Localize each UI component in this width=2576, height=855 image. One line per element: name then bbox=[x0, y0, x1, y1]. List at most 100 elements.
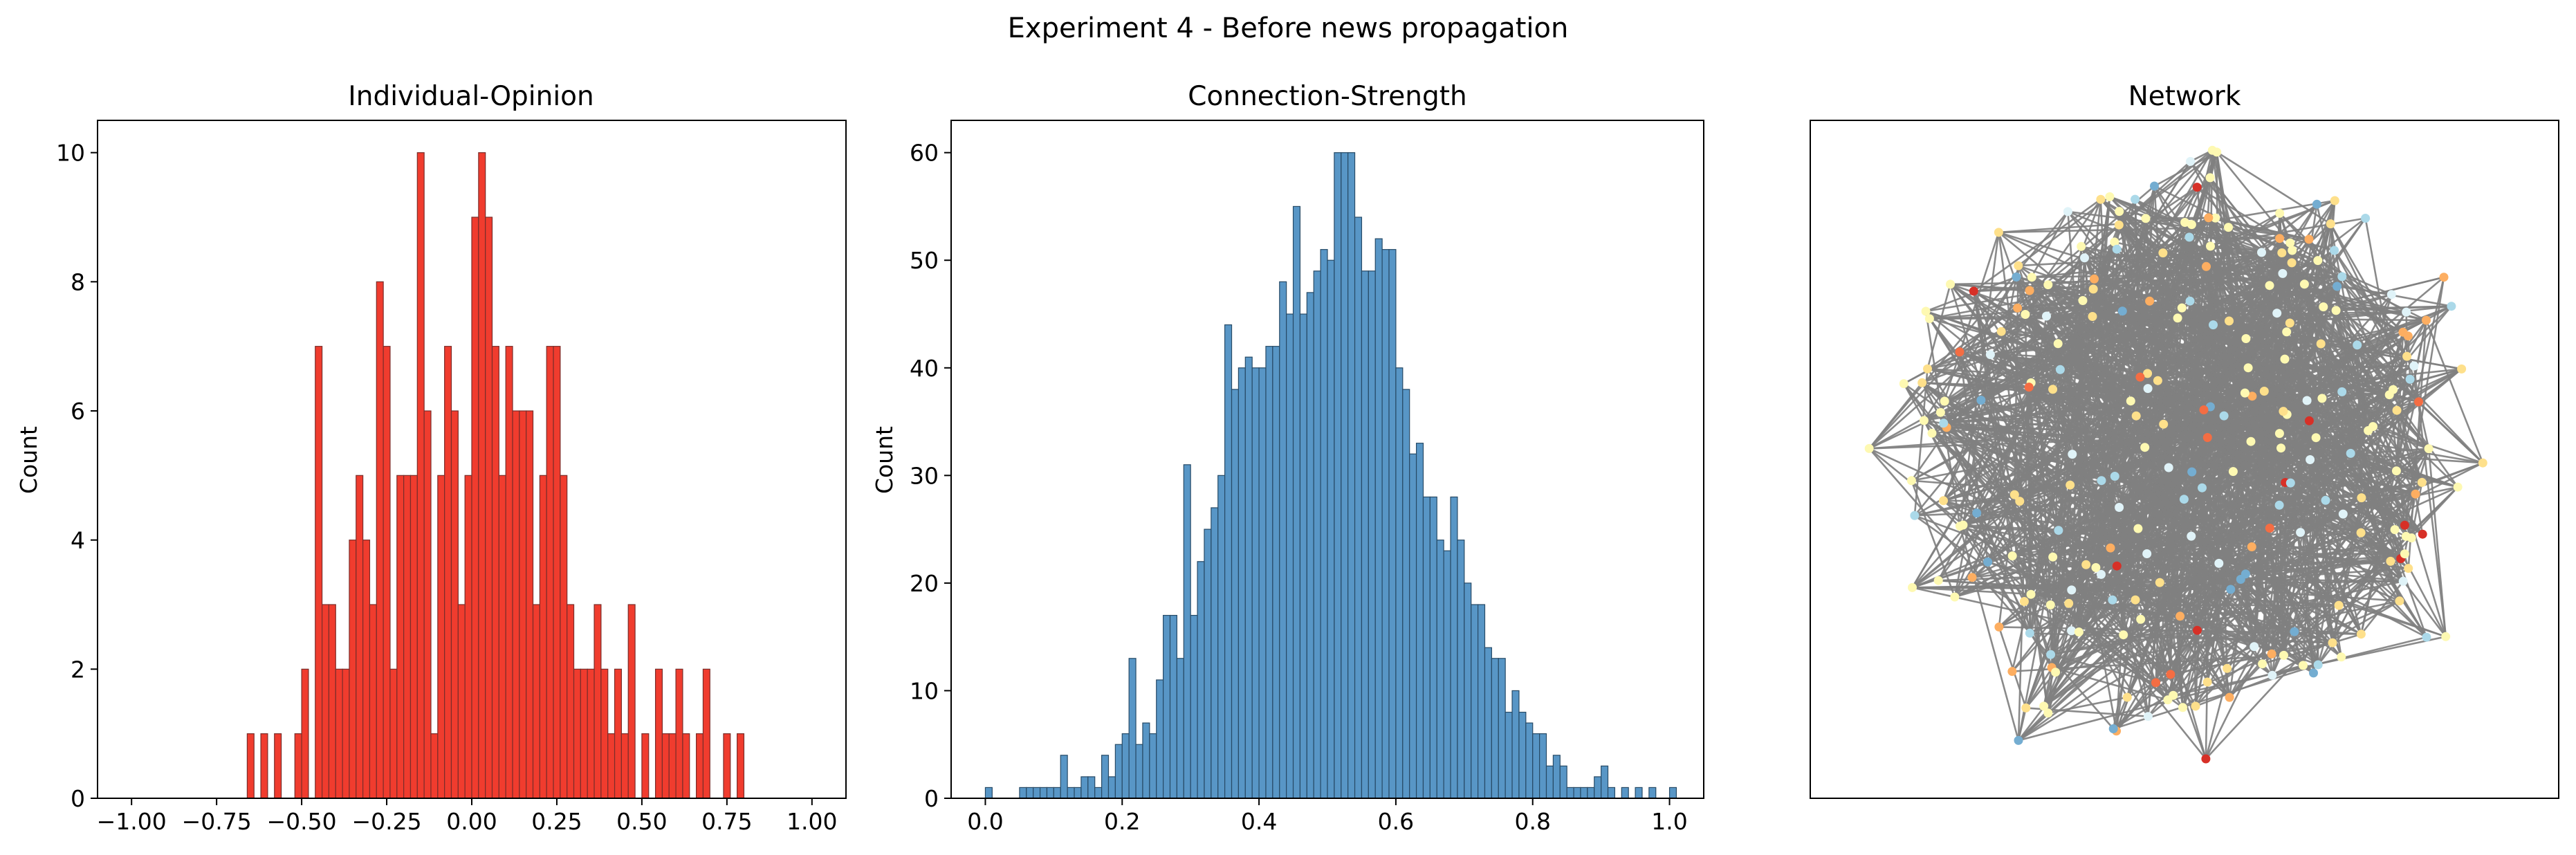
network-node bbox=[2119, 630, 2128, 640]
network-edge bbox=[2317, 481, 2423, 665]
opinion-bar bbox=[485, 217, 493, 799]
strength-bar bbox=[1587, 787, 1595, 799]
strength-bar bbox=[1299, 313, 1307, 799]
network-edge bbox=[2023, 504, 2280, 603]
network-edge bbox=[2000, 211, 2069, 332]
strength-bars bbox=[984, 152, 1677, 799]
strength-bar bbox=[1313, 270, 1321, 799]
network-node bbox=[2019, 597, 2029, 606]
network-edge bbox=[2118, 506, 2295, 633]
strength-bar bbox=[1320, 249, 1328, 799]
network-edge bbox=[1921, 382, 2319, 666]
network-node bbox=[2180, 218, 2190, 227]
network-node bbox=[2187, 531, 2196, 541]
opinion-bar bbox=[464, 475, 472, 799]
network-edge bbox=[1868, 211, 2069, 450]
strength-bar bbox=[1286, 313, 1294, 799]
network-node bbox=[2080, 253, 2089, 263]
opinion-bar bbox=[328, 604, 336, 799]
network-edge bbox=[2092, 315, 2214, 326]
network-node bbox=[2201, 754, 2211, 764]
network-edge bbox=[2015, 276, 2120, 508]
network-node bbox=[2088, 312, 2097, 321]
network-node bbox=[2055, 365, 2065, 374]
network-edge bbox=[2202, 242, 2291, 411]
network-node bbox=[2039, 701, 2049, 711]
opinion-bar bbox=[661, 733, 670, 799]
strength-bar bbox=[1238, 367, 1246, 799]
network-edge bbox=[2170, 641, 2333, 676]
network-edge bbox=[2109, 196, 2146, 219]
network-edge bbox=[1959, 351, 2422, 484]
strength-bar bbox=[1505, 711, 1513, 799]
strength-bar bbox=[1402, 389, 1410, 799]
opinion-x-tick-label: −0.25 bbox=[351, 808, 421, 835]
network-title: Network bbox=[2128, 81, 2241, 112]
strength-bar bbox=[1580, 787, 1588, 799]
network-edge bbox=[2251, 305, 2452, 548]
network-node bbox=[2422, 632, 2431, 642]
network-node bbox=[2267, 670, 2277, 680]
network-edge bbox=[2205, 486, 2459, 760]
strength-bar bbox=[1559, 765, 1567, 799]
opinion-bar bbox=[478, 152, 486, 799]
network-edge bbox=[2207, 436, 2404, 582]
strength-bar bbox=[1525, 722, 1534, 799]
opinion-bar bbox=[526, 410, 534, 799]
network-node bbox=[1983, 557, 1993, 567]
strength-y-tick-label: 40 bbox=[910, 355, 939, 382]
opinion-bar bbox=[614, 668, 622, 799]
network-node bbox=[2051, 668, 2061, 677]
network-node bbox=[1985, 350, 1995, 360]
network-edge bbox=[2184, 221, 2362, 635]
network-node bbox=[2141, 214, 2151, 223]
network-node bbox=[2400, 549, 2409, 559]
strength-bar bbox=[1415, 443, 1424, 799]
network-node bbox=[2285, 478, 2295, 488]
network-node bbox=[2240, 388, 2250, 398]
strength-bar bbox=[1087, 776, 1096, 799]
opinion-y-tick-label: 8 bbox=[71, 268, 85, 295]
network-node bbox=[1976, 396, 1986, 405]
network-edge bbox=[1943, 499, 2020, 502]
strength-bar bbox=[1101, 755, 1110, 799]
opinion-bar bbox=[349, 540, 357, 799]
network-node bbox=[2243, 363, 2253, 373]
network-node bbox=[1923, 364, 1932, 374]
network-node bbox=[2155, 578, 2164, 587]
strength-bar bbox=[1422, 496, 1430, 799]
network-edge bbox=[2413, 365, 2447, 637]
strength-plot-frame bbox=[950, 120, 1704, 799]
network-node bbox=[2409, 361, 2419, 371]
network-edge bbox=[2019, 338, 2247, 502]
network-node bbox=[2187, 220, 2196, 230]
network-node bbox=[2338, 509, 2348, 519]
strength-bar bbox=[1601, 765, 1609, 799]
network-edge bbox=[1912, 470, 2193, 589]
opinion-y-tick-label: 10 bbox=[56, 140, 85, 167]
network-edge bbox=[2068, 210, 2280, 239]
network-node bbox=[2110, 472, 2119, 481]
network-node bbox=[2395, 596, 2404, 606]
network-node bbox=[2025, 286, 2034, 295]
strength-histogram-title: Connection-Strength bbox=[1188, 81, 1466, 112]
opinion-bar bbox=[403, 475, 412, 799]
strength-bar bbox=[1409, 453, 1417, 799]
network-node bbox=[2319, 302, 2328, 312]
opinion-histogram-title: Individual-Opinion bbox=[348, 81, 594, 112]
network-edge bbox=[1989, 224, 2120, 356]
strength-bar bbox=[1094, 787, 1103, 799]
opinion-bar bbox=[430, 733, 439, 799]
network-node bbox=[2288, 246, 2297, 255]
network-node bbox=[2064, 598, 2074, 608]
network-edge bbox=[2232, 394, 2390, 472]
opinion-bar bbox=[294, 733, 302, 799]
network-edge bbox=[2046, 315, 2373, 428]
network-edge bbox=[1959, 526, 2020, 741]
network-node bbox=[2136, 614, 2146, 624]
network-edge bbox=[2179, 301, 2191, 616]
network-edge bbox=[1925, 310, 2247, 575]
network-node bbox=[2159, 419, 2169, 429]
network-node bbox=[1940, 396, 1949, 406]
network-node bbox=[2131, 411, 2141, 421]
